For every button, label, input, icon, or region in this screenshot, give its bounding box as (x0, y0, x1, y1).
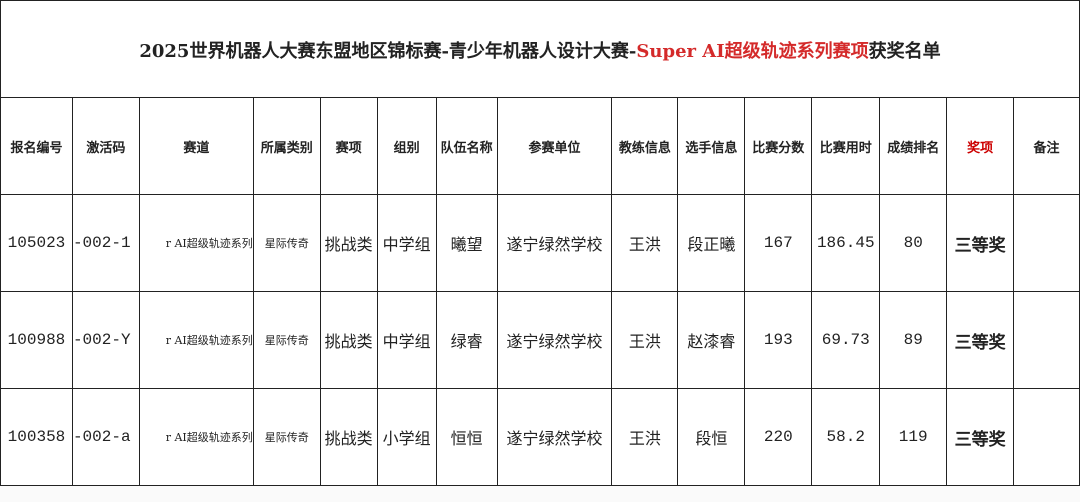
cell-category[interactable]: 星际传奇 (252, 388, 321, 486)
table-row: 100988 -002-Y r AI超级轨迹系列 星际传奇 挑战类 中学组 绿睿 遂宁绿然学校… (0, 291, 1080, 389)
cell-event[interactable]: 挑战类 (319, 291, 378, 389)
sheet-title: 2025世界机器人大赛东盟地区锦标赛-青少年机器人设计大赛- Super AI超级… (0, 0, 1080, 98)
cell-unit[interactable]: 遂宁绿然学校 (496, 388, 613, 486)
cell-unit[interactable]: 遂宁绿然学校 (496, 194, 613, 292)
cell-note[interactable] (1013, 388, 1080, 486)
table-row: 105023 -002-1 r AI超级轨迹系列 星际传奇 挑战类 中学组 曦望 遂宁绿然学校… (0, 194, 1080, 292)
header-cell[interactable]: 赛项 (319, 97, 378, 195)
cell-unit[interactable]: 遂宁绿然学校 (496, 291, 613, 389)
cell-player[interactable]: 段恒 (677, 388, 746, 486)
cell-award[interactable]: 三等奖 (946, 194, 1015, 292)
cell-coach[interactable]: 王洪 (611, 194, 679, 292)
cell-team[interactable]: 绿睿 (435, 291, 498, 389)
cell-score[interactable]: 167 (744, 194, 813, 292)
header-cell[interactable]: 比赛分数 (744, 97, 813, 195)
cell-award[interactable]: 三等奖 (946, 291, 1015, 389)
cell-award[interactable]: 三等奖 (946, 388, 1015, 486)
header-cell[interactable]: 教练信息 (611, 97, 679, 195)
empty-row-area (0, 486, 1080, 502)
header-cell[interactable]: 赛道 (138, 97, 254, 195)
cell-category[interactable]: 星际传奇 (252, 291, 321, 389)
header-cell[interactable]: 报名编号 (0, 97, 73, 195)
cell-id[interactable]: 100988 (0, 291, 73, 389)
cell-team[interactable]: 恒恒 (435, 388, 498, 486)
cell-track[interactable]: r AI超级轨迹系列 (138, 194, 254, 292)
awards-table: 报名编号 激活码 赛道 所属类别 赛项 组别 队伍名称 参赛单位 教练信息 选手… (0, 97, 1080, 486)
title-suffix: 获奖名单 (868, 40, 941, 62)
header-cell[interactable]: 组别 (376, 97, 437, 195)
cell-coach[interactable]: 王洪 (611, 388, 679, 486)
header-cell[interactable]: 激活码 (71, 97, 140, 195)
cell-id[interactable]: 100358 (0, 388, 73, 486)
cell-rank[interactable]: 80 (879, 194, 948, 292)
cell-rank[interactable]: 89 (879, 291, 948, 389)
cell-track[interactable]: r AI超级轨迹系列 (138, 291, 254, 389)
header-cell[interactable]: 所属类别 (252, 97, 321, 195)
cell-event[interactable]: 挑战类 (319, 194, 378, 292)
cell-event[interactable]: 挑战类 (319, 388, 378, 486)
title-highlight: Super AI超级轨迹系列赛项 (636, 40, 869, 62)
cell-time[interactable]: 69.73 (811, 291, 881, 389)
cell-player[interactable]: 段正曦 (677, 194, 746, 292)
cell-id[interactable]: 105023 (0, 194, 73, 292)
cell-group[interactable]: 中学组 (376, 291, 437, 389)
header-cell[interactable]: 选手信息 (677, 97, 746, 195)
cell-track[interactable]: r AI超级轨迹系列 (138, 388, 254, 486)
cell-category[interactable]: 星际传奇 (252, 194, 321, 292)
header-cell[interactable]: 备注 (1013, 97, 1080, 195)
cell-time[interactable]: 186.45 (811, 194, 881, 292)
cell-score[interactable]: 220 (744, 388, 813, 486)
cell-rank[interactable]: 119 (879, 388, 948, 486)
cell-group[interactable]: 小学组 (376, 388, 437, 486)
header-cell[interactable]: 比赛用时 (811, 97, 881, 195)
header-cell[interactable]: 队伍名称 (435, 97, 498, 195)
cell-note[interactable] (1013, 291, 1080, 389)
cell-code[interactable]: -002-a (71, 388, 140, 486)
cell-coach[interactable]: 王洪 (611, 291, 679, 389)
cell-time[interactable]: 58.2 (811, 388, 881, 486)
cell-group[interactable]: 中学组 (376, 194, 437, 292)
cell-note[interactable] (1013, 194, 1080, 292)
cell-team[interactable]: 曦望 (435, 194, 498, 292)
header-cell[interactable]: 参赛单位 (496, 97, 613, 195)
cell-player[interactable]: 赵漆睿 (677, 291, 746, 389)
cell-score[interactable]: 193 (744, 291, 813, 389)
header-cell[interactable]: 成绩排名 (879, 97, 948, 195)
cell-code[interactable]: -002-Y (71, 291, 140, 389)
title-text: 2025世界机器人大赛东盟地区锦标赛-青少年机器人设计大赛- (139, 40, 637, 62)
cell-code[interactable]: -002-1 (71, 194, 140, 292)
header-cell-award[interactable]: 奖项 (946, 97, 1015, 195)
table-row: 100358 -002-a r AI超级轨迹系列 星际传奇 挑战类 小学组 恒恒 遂宁绿然学校… (0, 388, 1080, 486)
header-row: 报名编号 激活码 赛道 所属类别 赛项 组别 队伍名称 参赛单位 教练信息 选手… (0, 97, 1080, 195)
